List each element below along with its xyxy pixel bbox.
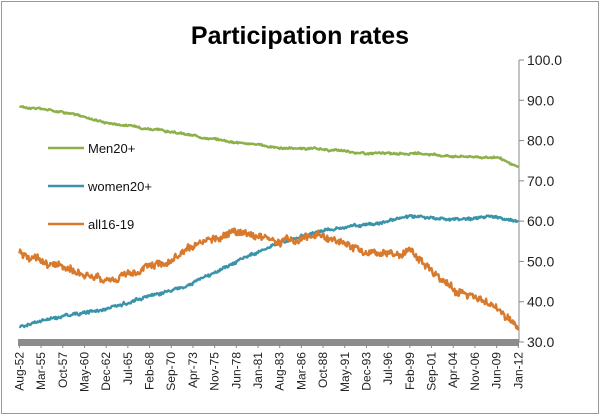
y-tick-label: 80.0 (527, 133, 554, 149)
y-tick-label: 30.0 (527, 334, 554, 350)
y-axis-ticks: 30.0 40.0 50.0 60.0 70.0 80.0 90.0 100.0 (519, 52, 562, 350)
x-tick-label: Mar-55 (34, 352, 48, 390)
x-tick-label: Feb-68 (143, 352, 157, 390)
y-tick-label: 60.0 (527, 213, 554, 229)
x-tick-label: Aug-52 (12, 352, 26, 391)
x-tick-label: Aug-83 (273, 352, 287, 391)
x-tick-label: Dec-62 (99, 352, 113, 391)
x-tick-label: Apr-73 (186, 352, 200, 388)
legend-label: Men20+ (88, 141, 135, 156)
legend: Men20+ women20+ all16-19 (48, 141, 152, 232)
x-tick-label: Jun-09 (490, 352, 504, 389)
series-line-men20- (18, 105, 520, 169)
series-line-women20- (18, 213, 519, 329)
y-tick-label: 40.0 (527, 294, 554, 310)
x-tick-label: Nov-75 (208, 352, 222, 391)
x-tick-label: Jul-65 (121, 352, 135, 385)
x-tick-label: Apr-04 (446, 352, 460, 388)
x-tick-label: Sep-01 (425, 352, 439, 391)
y-tick-label: 70.0 (527, 173, 554, 189)
x-tick-label: Sep-70 (164, 352, 178, 391)
x-tick-label: Mar-86 (294, 352, 308, 390)
x-tick-label: Nov-06 (468, 352, 482, 391)
chart-title: Participation rates (191, 22, 409, 50)
x-tick-label: Oct-57 (56, 352, 70, 388)
x-axis-bar (18, 339, 519, 346)
series-line-all16-19 (18, 227, 520, 331)
x-axis-ticks: Aug-52 Mar-55 Oct-57 May-60 Dec-62 Jul-65 Feb-… (12, 342, 525, 392)
x-tick-label: Jul-96 (381, 352, 395, 385)
legend-label: women20+ (87, 179, 152, 194)
x-tick-label: May-60 (77, 352, 91, 392)
x-tick-label: Dec-93 (359, 352, 373, 391)
x-tick-label: Jan-12 (511, 352, 525, 389)
x-tick-label: Jun-78 (229, 352, 243, 389)
legend-label: all16-19 (88, 217, 134, 232)
y-tick-label: 50.0 (527, 253, 554, 269)
y-tick-label: 100.0 (527, 52, 562, 68)
x-tick-label: Jan-81 (251, 352, 265, 389)
x-tick-label: Feb-99 (403, 352, 417, 390)
series-group (18, 105, 520, 331)
x-tick-label: Oct-88 (316, 352, 330, 388)
y-tick-label: 90.0 (527, 92, 554, 108)
x-tick-label: May-91 (338, 352, 352, 392)
